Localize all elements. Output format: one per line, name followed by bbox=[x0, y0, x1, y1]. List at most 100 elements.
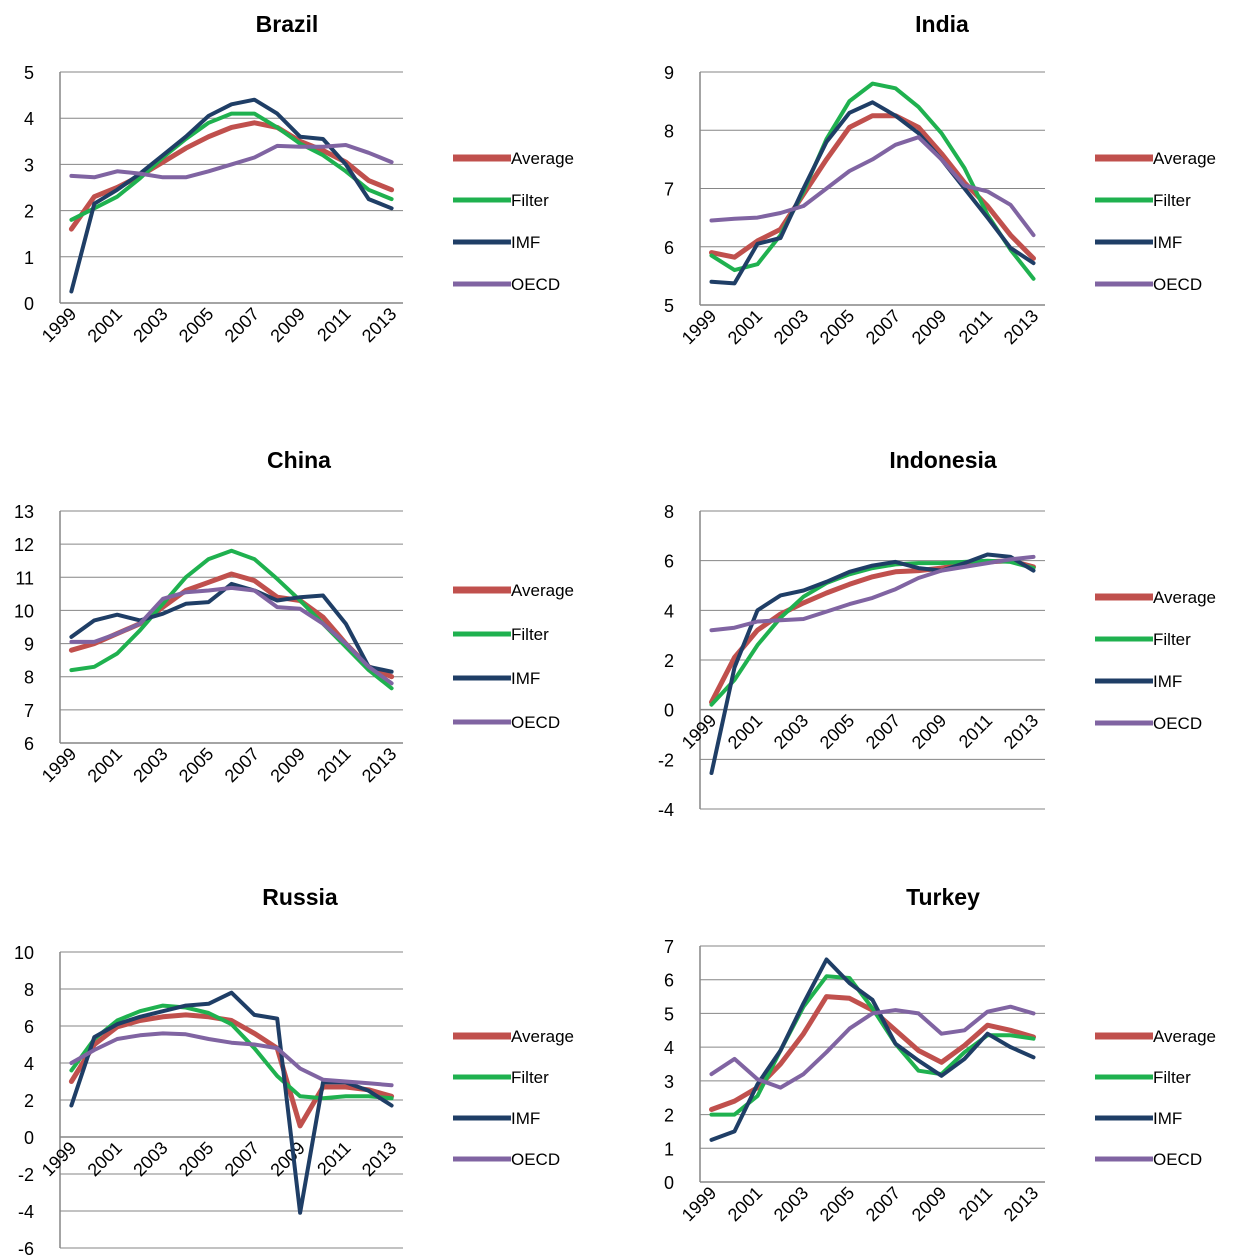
legend-label-filter: Filter bbox=[1153, 191, 1191, 210]
x-tick-label: 1999 bbox=[38, 744, 80, 786]
y-tick-label: 7 bbox=[664, 937, 674, 957]
series-line-average bbox=[709, 558, 1036, 705]
legend-label-imf: IMF bbox=[511, 1109, 540, 1128]
series-line-imf bbox=[709, 957, 1036, 1142]
y-tick-label: 9 bbox=[24, 635, 34, 655]
x-tick-label: 2011 bbox=[313, 1138, 355, 1180]
x-tick-label: 2003 bbox=[129, 304, 171, 346]
x-tick-label: 2013 bbox=[358, 744, 400, 786]
x-tick-label: 2005 bbox=[816, 710, 858, 752]
y-tick-label: 5 bbox=[664, 296, 674, 316]
x-tick-label: 2013 bbox=[1000, 1183, 1042, 1225]
x-tick-label: 2003 bbox=[770, 1183, 812, 1225]
legend-label-oecd: OECD bbox=[511, 275, 560, 294]
chart-title: Russia bbox=[262, 884, 338, 910]
y-tick-label: 4 bbox=[664, 601, 674, 621]
y-tick-label: 0 bbox=[24, 294, 34, 314]
y-tick-label: 8 bbox=[24, 668, 34, 688]
y-tick-label: 6 bbox=[24, 734, 34, 754]
series-line-imf bbox=[69, 97, 394, 294]
x-tick-label: 2009 bbox=[266, 304, 308, 346]
y-tick-label: 2 bbox=[24, 1091, 34, 1111]
series-line-oecd bbox=[69, 1031, 394, 1088]
y-tick-label: 1 bbox=[664, 1139, 674, 1159]
x-tick-label: 2011 bbox=[955, 710, 997, 752]
y-tick-label: -4 bbox=[658, 800, 674, 820]
legend-label-filter: Filter bbox=[511, 1068, 549, 1087]
series-line-imf bbox=[709, 552, 1036, 775]
legend-label-imf: IMF bbox=[511, 669, 540, 688]
legend-label-average: Average bbox=[511, 1027, 574, 1046]
legend-label-filter: Filter bbox=[1153, 1068, 1191, 1087]
x-tick-label: 2009 bbox=[908, 710, 950, 752]
legend-label-average: Average bbox=[1153, 149, 1216, 168]
series-line-filter bbox=[709, 558, 1036, 707]
y-tick-label: 9 bbox=[664, 63, 674, 83]
x-tick-label: 2001 bbox=[84, 304, 126, 346]
y-tick-label: 1 bbox=[24, 248, 34, 268]
legend-label-average: Average bbox=[511, 581, 574, 600]
legend-label-imf: IMF bbox=[1153, 672, 1182, 691]
x-tick-label: 2007 bbox=[862, 710, 904, 752]
x-tick-label: 2005 bbox=[816, 1183, 858, 1225]
series-line-filter bbox=[709, 974, 1036, 1117]
x-tick-label: 2011 bbox=[955, 1183, 997, 1225]
chart-title: China bbox=[267, 447, 331, 473]
y-tick-label: 4 bbox=[24, 1054, 34, 1074]
x-tick-label: 2009 bbox=[266, 744, 308, 786]
x-tick-label: 2005 bbox=[175, 304, 217, 346]
legend-label-average: Average bbox=[1153, 1027, 1216, 1046]
x-tick-label: 2001 bbox=[724, 306, 766, 348]
y-tick-label: 6 bbox=[664, 552, 674, 572]
y-tick-label: 3 bbox=[24, 155, 34, 175]
y-tick-label: 6 bbox=[664, 971, 674, 991]
x-tick-label: 2009 bbox=[908, 1183, 950, 1225]
chart-brazil: Brazil 0 1 2 3 4 5 1999 2001 2003 2005 2007 2009 2011… bbox=[24, 11, 574, 346]
series-line-oecd bbox=[709, 135, 1036, 238]
y-tick-label: 7 bbox=[664, 180, 674, 200]
x-tick-label: 2001 bbox=[724, 1183, 766, 1225]
y-tick-label: 6 bbox=[664, 238, 674, 258]
chart-title: India bbox=[915, 11, 969, 37]
x-tick-label: 2011 bbox=[313, 744, 355, 786]
y-tick-label: 4 bbox=[24, 109, 34, 129]
legend-label-oecd: OECD bbox=[1153, 1150, 1202, 1169]
x-tick-label: 2003 bbox=[770, 306, 812, 348]
y-tick-label: -2 bbox=[18, 1165, 34, 1185]
x-tick-label: 2001 bbox=[724, 710, 766, 752]
legend-label-imf: IMF bbox=[511, 233, 540, 252]
x-tick-label: 2007 bbox=[221, 304, 263, 346]
series-line-average bbox=[68, 120, 395, 232]
chart-china: China 6 7 8 9 10 11 12 13 1999 2001 2003 2005 2007 200… bbox=[14, 447, 574, 786]
x-tick-label: 2003 bbox=[770, 710, 812, 752]
x-tick-label: 2013 bbox=[1000, 306, 1042, 348]
y-tick-label: 2 bbox=[24, 202, 34, 222]
x-tick-label: 1999 bbox=[38, 304, 80, 346]
chart-title: Indonesia bbox=[889, 447, 997, 473]
series-line-imf bbox=[69, 581, 394, 674]
y-tick-label: -6 bbox=[18, 1239, 34, 1258]
y-tick-label: 13 bbox=[14, 502, 34, 522]
x-tick-label: 2009 bbox=[908, 306, 950, 348]
x-tick-label: 2011 bbox=[313, 304, 355, 346]
x-tick-label: 1999 bbox=[678, 710, 720, 752]
legend-label-filter: Filter bbox=[511, 191, 549, 210]
y-tick-label: 2 bbox=[664, 651, 674, 671]
y-tick-label: 11 bbox=[15, 568, 34, 588]
y-tick-label: 3 bbox=[664, 1072, 674, 1092]
series-line-filter bbox=[69, 111, 394, 222]
legend-label-filter: Filter bbox=[1153, 630, 1191, 649]
legend-label-average: Average bbox=[1153, 588, 1216, 607]
legend-label-oecd: OECD bbox=[1153, 714, 1202, 733]
chart-title: Brazil bbox=[256, 11, 319, 37]
y-tick-label: 10 bbox=[14, 601, 34, 621]
y-tick-label: 8 bbox=[664, 502, 674, 522]
y-tick-label: 10 bbox=[14, 943, 34, 963]
legend-label-average: Average bbox=[511, 149, 574, 168]
x-tick-label: 2001 bbox=[84, 744, 126, 786]
y-tick-label: 5 bbox=[664, 1004, 674, 1024]
series-line-imf bbox=[709, 100, 1036, 286]
y-tick-label: -2 bbox=[658, 750, 674, 770]
y-tick-label: 2 bbox=[664, 1106, 674, 1126]
